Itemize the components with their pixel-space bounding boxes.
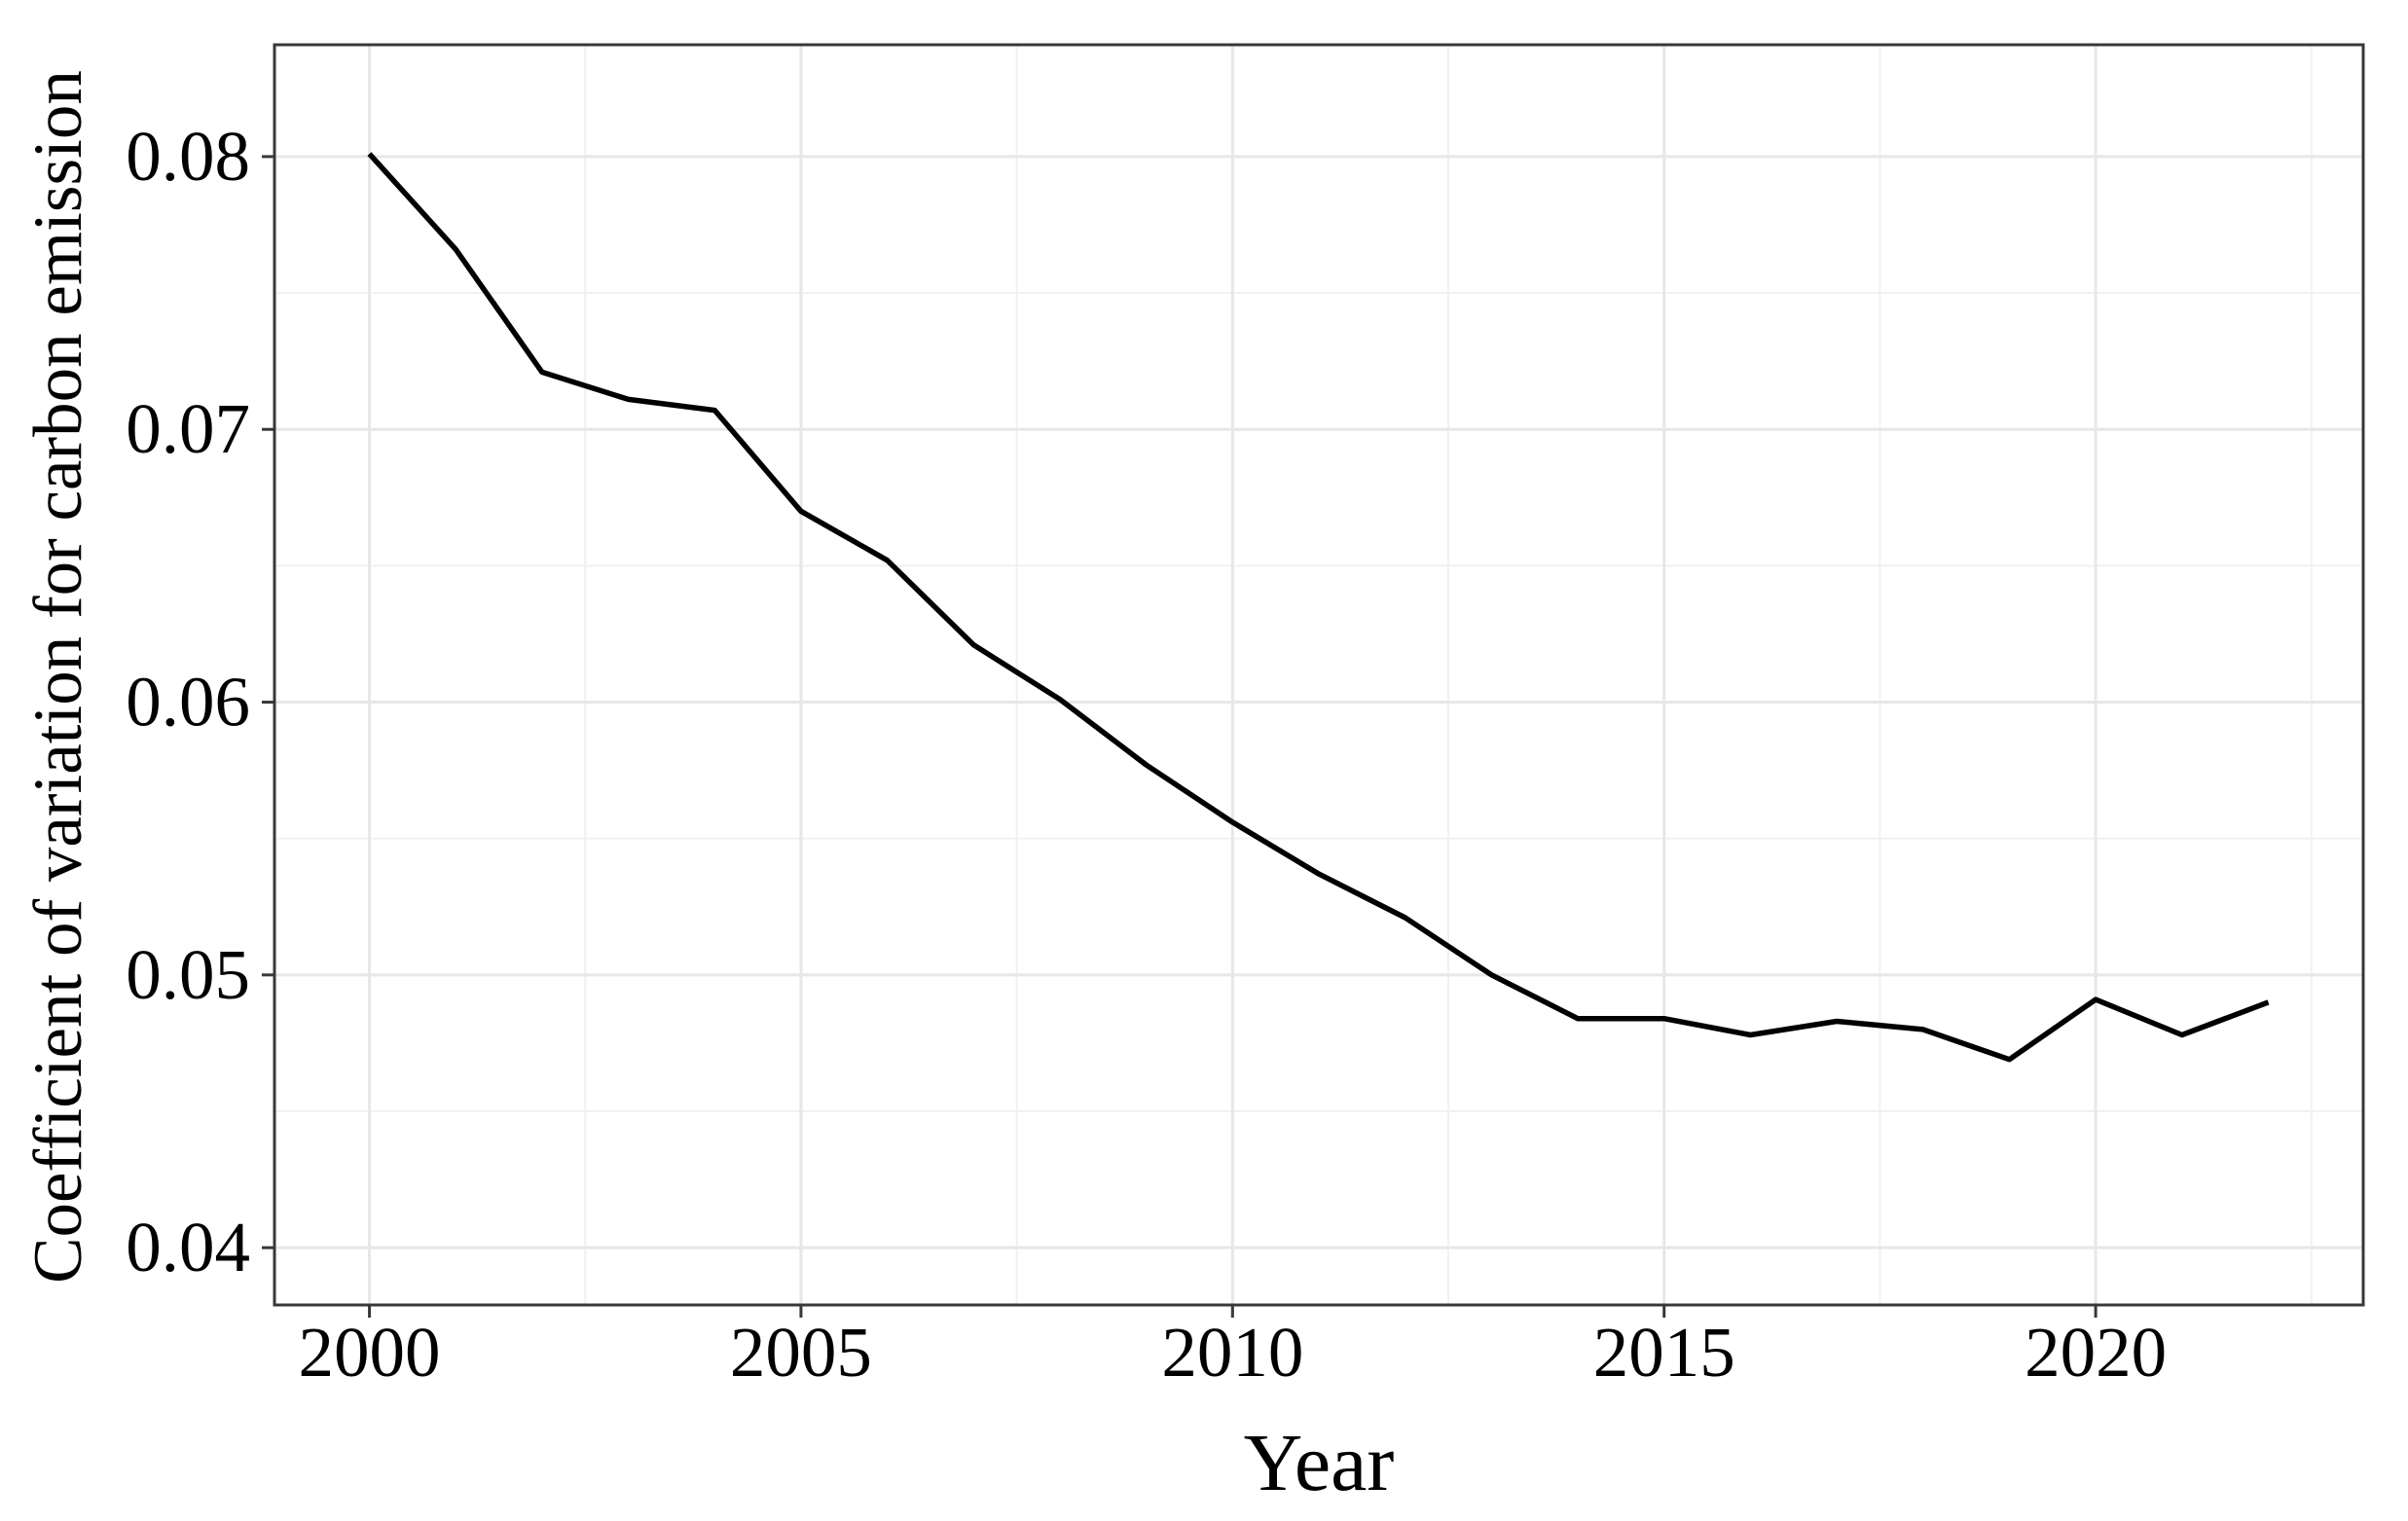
x-axis-title: Year — [1244, 1418, 1395, 1508]
y-tick-label: 0.08 — [126, 117, 250, 196]
y-axis-tick-labels: 0.04 0.05 0.06 0.07 0.08 — [126, 117, 250, 1286]
x-tick-label: 2015 — [1593, 1313, 1735, 1392]
x-tick-label: 2020 — [2025, 1313, 2167, 1392]
grid-major — [274, 45, 2363, 1305]
y-tick-label: 0.07 — [126, 389, 250, 468]
y-tick-label: 0.05 — [126, 935, 250, 1014]
y-tick-label: 0.04 — [126, 1208, 250, 1286]
series-line — [367, 152, 2270, 1063]
panel-border — [273, 43, 2365, 1307]
x-axis-tick-labels: 2000 2005 2010 2015 2020 — [299, 1313, 2168, 1392]
grid-minor — [274, 45, 2363, 1305]
y-tick-label: 0.06 — [126, 663, 250, 742]
x-tick-label: 2005 — [730, 1313, 872, 1392]
x-tick-label: 2000 — [299, 1313, 441, 1392]
x-axis-ticks — [368, 1305, 2098, 1318]
y-axis-title: Coefficient of variation for carbon emis… — [20, 70, 96, 1284]
x-tick-label: 2010 — [1161, 1313, 1303, 1392]
y-axis-ticks — [262, 155, 274, 1249]
